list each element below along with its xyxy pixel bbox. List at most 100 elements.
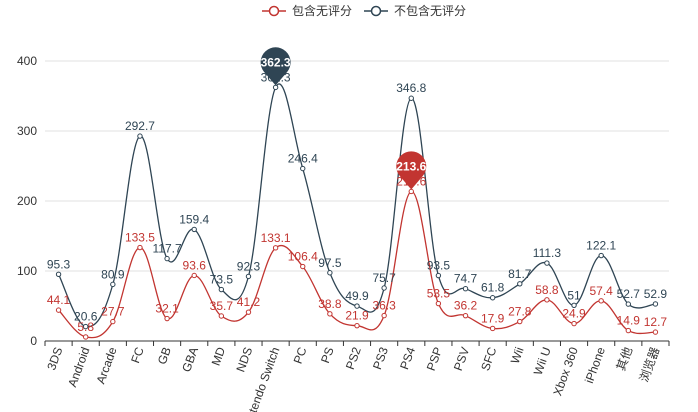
max-marker-pin	[396, 151, 427, 190]
x-tick-label: Wii U	[531, 345, 554, 377]
x-tick-label: Android	[65, 345, 92, 389]
data-label: 53.5	[427, 287, 451, 301]
data-point	[408, 95, 414, 101]
data-label: 41.2	[237, 295, 261, 309]
series-line	[57, 83, 656, 328]
x-tick-label: Xbox 360	[550, 345, 581, 398]
data-label: 73.5	[210, 273, 234, 287]
data-point	[245, 309, 252, 315]
x-tick-label: MD	[209, 345, 229, 368]
data-point	[164, 255, 170, 262]
legend-item[interactable]: 不包含无评分	[364, 3, 466, 18]
data-label: 21.9	[345, 309, 369, 323]
y-tick-label: 200	[17, 194, 37, 208]
legend[interactable]: 包含无评分 不包含无评分	[262, 3, 466, 18]
data-point	[381, 285, 387, 291]
data-point	[462, 312, 469, 319]
data-point	[110, 281, 116, 288]
data-label: 97.5	[318, 256, 342, 270]
data-label: 346.8	[396, 81, 426, 95]
x-tick-label: iPhone	[582, 345, 608, 385]
data-point	[191, 226, 197, 233]
data-point	[544, 260, 550, 266]
data-label: 24.9	[562, 307, 586, 321]
legend-item[interactable]: 包含无评分	[262, 3, 352, 18]
data-point	[381, 312, 387, 319]
data-point	[598, 298, 604, 304]
data-point	[544, 297, 550, 303]
data-point	[55, 271, 62, 277]
data-point	[218, 286, 225, 293]
data-label: 74.7	[454, 272, 478, 286]
data-label: 93.6	[183, 258, 207, 272]
data-point	[489, 295, 496, 301]
data-label: 117.7	[153, 242, 182, 256]
data-point	[110, 318, 116, 325]
data-point	[517, 281, 523, 287]
data-label: 106.4	[288, 250, 318, 264]
x-tick-label: PS3	[370, 345, 391, 371]
data-label: 52.9	[644, 287, 668, 301]
data-label: 133.5	[125, 231, 155, 245]
data-label: 36.3	[372, 299, 396, 313]
legend-marker	[370, 5, 382, 17]
x-tick-label: FC	[128, 345, 147, 365]
data-point	[625, 327, 632, 334]
data-label: 57.4	[589, 284, 613, 298]
data-point	[652, 301, 659, 307]
data-point	[55, 307, 62, 313]
data-label: 44.1	[47, 293, 71, 307]
legend-marker	[268, 5, 280, 17]
data-point	[218, 313, 225, 319]
data-label: 14.9	[617, 314, 641, 328]
data-label: 80.9	[101, 267, 125, 281]
y-axis: 0 100 200 300 400	[17, 54, 37, 348]
data-point	[82, 323, 89, 330]
data-point	[571, 302, 577, 308]
data-label: 292.7	[125, 119, 155, 133]
x-tick-label: PC	[291, 345, 310, 366]
data-label: 5.8	[77, 320, 94, 334]
data-point	[489, 325, 496, 332]
data-label: 38.8	[318, 297, 342, 311]
data-point	[435, 300, 442, 307]
data-point	[571, 320, 577, 327]
data-point	[408, 188, 414, 195]
data-point	[137, 133, 143, 139]
data-point	[327, 270, 333, 276]
data-point	[300, 263, 306, 270]
data-label: 246.4	[288, 152, 318, 166]
data-point	[272, 84, 279, 91]
data-label: 81.7	[508, 267, 532, 281]
data-label: 95.3	[47, 257, 71, 271]
data-label: 75.7	[372, 271, 396, 285]
y-tick-label: 0	[30, 334, 37, 348]
data-point	[300, 165, 306, 172]
data-point	[137, 244, 143, 251]
data-label: 20.6	[74, 310, 98, 324]
x-tick-label: 其他	[614, 345, 635, 372]
data-label: 17.9	[481, 311, 505, 325]
x-tick-label: GBA	[179, 345, 201, 374]
data-label: 12.7	[644, 315, 668, 329]
data-point	[327, 311, 333, 317]
x-tick-label: GB	[155, 345, 174, 366]
data-label: 35.7	[210, 299, 234, 313]
data-point	[517, 318, 523, 325]
data-point	[625, 301, 632, 307]
y-tick-label: 100	[17, 264, 37, 278]
max-marker-pin	[260, 47, 291, 86]
x-tick-label: PS	[318, 345, 337, 365]
max-markers: 213.6 362.3	[260, 47, 427, 190]
legend-label: 不包含无评分	[394, 3, 466, 18]
x-tick-label: PS2	[343, 345, 364, 371]
x-tick-label: Arcade	[93, 345, 119, 386]
max-marker-label: 362.3	[261, 55, 291, 69]
data-label: 133.1	[261, 231, 291, 245]
data-label: 92.3	[237, 259, 261, 273]
x-tick-label: Wii	[508, 345, 527, 365]
x-tick-label: PS4	[397, 345, 418, 371]
data-label: 49.9	[345, 289, 369, 303]
max-marker-label: 213.6	[396, 159, 426, 173]
